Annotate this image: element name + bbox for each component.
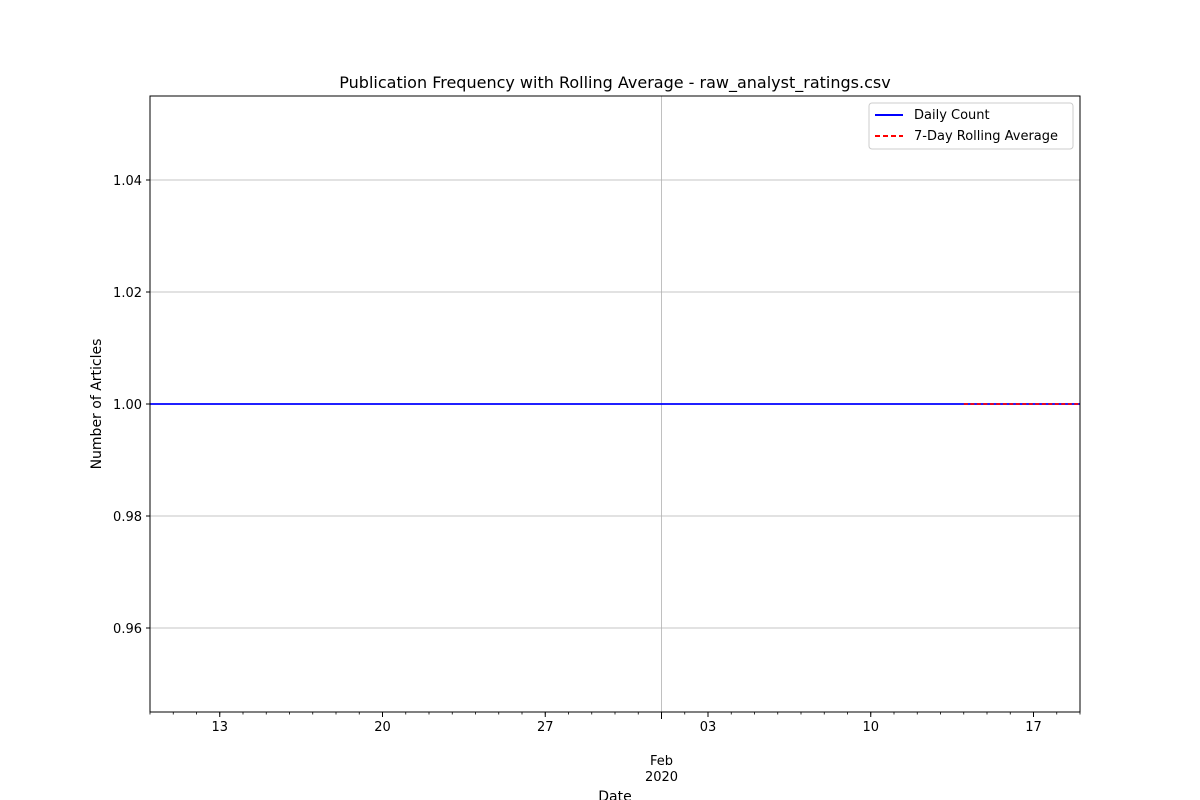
legend-frame xyxy=(868,102,1074,150)
x-tick-label: 03 xyxy=(700,720,717,735)
chart-title: Publication Frequency with Rolling Avera… xyxy=(339,73,890,93)
x-tick-label: 10 xyxy=(862,720,879,735)
y-tick-label: 0.98 xyxy=(113,510,142,525)
legend-daily-count-label: Daily Count xyxy=(914,108,990,123)
y-tick-label: 1.00 xyxy=(113,398,142,413)
x-year-label: 2020 xyxy=(645,770,678,785)
y-tick-label: 1.04 xyxy=(113,174,142,189)
y-axis: 0.96 0.98 1.00 1.02 1.04 xyxy=(113,174,150,637)
x-tick-label: 20 xyxy=(374,720,391,735)
y-axis-label: Number of Articles xyxy=(89,339,105,470)
x-tick-label: 17 xyxy=(1025,720,1042,735)
y-tick-label: 1.02 xyxy=(113,286,142,301)
x-month-label: Feb xyxy=(650,754,673,769)
y-tick-label: 0.96 xyxy=(113,622,142,637)
legend-rolling-average-label: 7-Day Rolling Average xyxy=(914,129,1058,144)
x-tick-label: 13 xyxy=(211,720,228,735)
x-axis-label: Date xyxy=(598,789,631,800)
legend: Daily Count 7-Day Rolling Average xyxy=(868,102,1074,150)
x-tick-label: 27 xyxy=(537,720,554,735)
